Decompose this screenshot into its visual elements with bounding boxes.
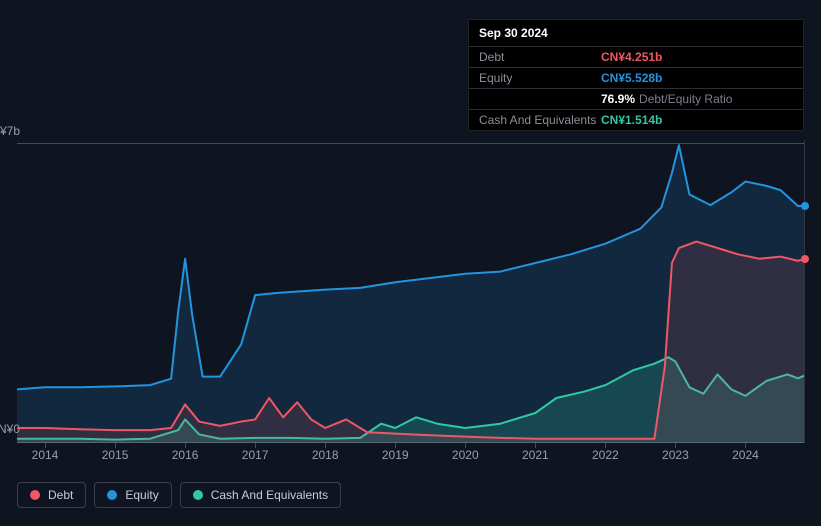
x-axis-labels: 2014 2015 2016 2017 2018 2019 2020 2021 2022 2023… [17, 448, 805, 466]
tooltip-date: Sep 30 2024 [469, 20, 803, 47]
tooltip-row: Cash And EquivalentsCN¥1.514b [469, 110, 803, 130]
x-axis-label: 2014 [32, 448, 59, 462]
legend-item-debt[interactable]: Debt [17, 482, 86, 508]
x-axis-label: 2020 [452, 448, 479, 462]
plot-right-border [804, 140, 805, 443]
tooltip-row-label: Cash And Equivalents [479, 113, 601, 127]
tooltip-row-value: 76.9%Debt/Equity Ratio [601, 92, 793, 106]
x-axis-label: 2022 [592, 448, 619, 462]
legend-item-label: Debt [48, 488, 73, 502]
x-axis-label: 2015 [102, 448, 129, 462]
legend-swatch-icon [107, 490, 117, 500]
x-axis-label: 2021 [522, 448, 549, 462]
tooltip-row: DebtCN¥4.251b [469, 47, 803, 68]
tooltip-row-label [479, 92, 601, 106]
legend-item-cash[interactable]: Cash And Equivalents [180, 482, 341, 508]
legend-item-label: Equity [125, 488, 158, 502]
tooltip-row-value: CN¥4.251b [601, 50, 793, 64]
x-axis-label: 2023 [662, 448, 689, 462]
tooltip-row-label: Equity [479, 71, 601, 85]
series-end-dot-equity [801, 202, 809, 210]
x-axis-label: 2018 [312, 448, 339, 462]
x-axis-label: 2019 [382, 448, 409, 462]
chart-tooltip: Sep 30 2024 DebtCN¥4.251bEquityCN¥5.528b… [468, 19, 804, 131]
x-axis-label: 2024 [732, 448, 759, 462]
legend-swatch-icon [30, 490, 40, 500]
chart-plot-area[interactable] [17, 143, 805, 443]
chart-legend: Debt Equity Cash And Equivalents [17, 482, 341, 508]
tooltip-row: 76.9%Debt/Equity Ratio [469, 89, 803, 110]
legend-item-label: Cash And Equivalents [211, 488, 328, 502]
legend-swatch-icon [193, 490, 203, 500]
chart-svg [17, 143, 805, 443]
tooltip-row-label: Debt [479, 50, 601, 64]
x-axis-label: 2017 [242, 448, 269, 462]
legend-item-equity[interactable]: Equity [94, 482, 171, 508]
tooltip-row-value: CN¥5.528b [601, 71, 793, 85]
y-axis-label-max: CN¥7b [0, 124, 20, 138]
series-end-dot-debt [801, 255, 809, 263]
tooltip-row-value: CN¥1.514b [601, 113, 793, 127]
tooltip-row: EquityCN¥5.528b [469, 68, 803, 89]
x-axis-label: 2016 [172, 448, 199, 462]
